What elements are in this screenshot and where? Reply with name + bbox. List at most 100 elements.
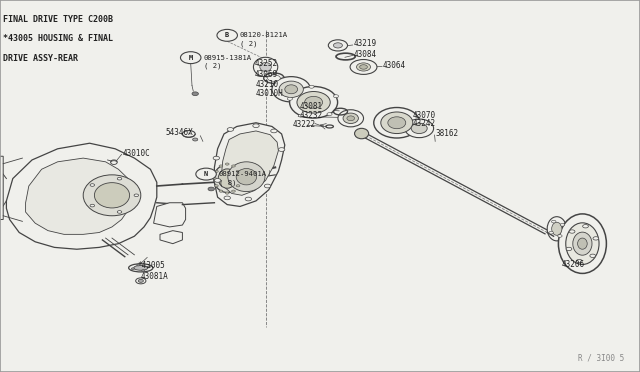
Ellipse shape bbox=[225, 163, 229, 165]
Ellipse shape bbox=[264, 184, 271, 188]
Ellipse shape bbox=[136, 278, 146, 284]
Ellipse shape bbox=[560, 224, 564, 226]
Ellipse shape bbox=[253, 57, 278, 77]
Text: N: N bbox=[204, 171, 208, 177]
Text: 43010H: 43010H bbox=[256, 89, 284, 97]
Polygon shape bbox=[6, 143, 157, 249]
Ellipse shape bbox=[285, 85, 298, 94]
Ellipse shape bbox=[193, 138, 198, 141]
Ellipse shape bbox=[147, 266, 150, 268]
Text: M: M bbox=[189, 55, 193, 61]
Text: 43081: 43081 bbox=[300, 102, 323, 111]
Ellipse shape bbox=[141, 270, 145, 272]
Ellipse shape bbox=[272, 77, 310, 102]
Ellipse shape bbox=[214, 164, 241, 193]
Ellipse shape bbox=[214, 170, 218, 173]
Ellipse shape bbox=[593, 237, 599, 240]
Ellipse shape bbox=[381, 112, 413, 134]
Ellipse shape bbox=[95, 183, 129, 208]
Text: 43069: 43069 bbox=[255, 70, 278, 79]
Ellipse shape bbox=[214, 185, 218, 187]
Ellipse shape bbox=[134, 194, 139, 196]
Ellipse shape bbox=[590, 254, 596, 257]
Ellipse shape bbox=[213, 156, 220, 160]
Ellipse shape bbox=[309, 85, 314, 88]
Ellipse shape bbox=[343, 113, 358, 124]
Ellipse shape bbox=[577, 259, 582, 263]
Ellipse shape bbox=[219, 190, 223, 192]
Ellipse shape bbox=[405, 119, 434, 138]
Polygon shape bbox=[160, 231, 182, 244]
Polygon shape bbox=[154, 203, 186, 227]
Text: 38162: 38162 bbox=[435, 129, 458, 138]
Ellipse shape bbox=[573, 232, 592, 255]
Ellipse shape bbox=[350, 60, 377, 74]
Ellipse shape bbox=[388, 117, 406, 129]
Ellipse shape bbox=[297, 92, 330, 113]
Ellipse shape bbox=[287, 97, 292, 100]
Text: *43005 HOUSING & FINAL: *43005 HOUSING & FINAL bbox=[3, 34, 113, 43]
Text: 08120-8121A: 08120-8121A bbox=[240, 32, 288, 38]
Polygon shape bbox=[221, 131, 278, 195]
Circle shape bbox=[180, 52, 201, 64]
Circle shape bbox=[217, 29, 237, 41]
Ellipse shape bbox=[412, 123, 428, 134]
Text: FINAL DRIVE TYPE C200B: FINAL DRIVE TYPE C200B bbox=[3, 15, 113, 24]
Ellipse shape bbox=[236, 169, 257, 185]
Ellipse shape bbox=[333, 95, 339, 98]
Ellipse shape bbox=[360, 65, 367, 69]
Ellipse shape bbox=[338, 110, 364, 127]
Ellipse shape bbox=[253, 124, 259, 128]
Ellipse shape bbox=[219, 165, 223, 167]
Ellipse shape bbox=[232, 165, 236, 167]
Ellipse shape bbox=[268, 75, 280, 81]
Ellipse shape bbox=[232, 190, 236, 192]
Ellipse shape bbox=[236, 170, 240, 173]
Text: ( 2): ( 2) bbox=[240, 40, 257, 47]
Text: 43232: 43232 bbox=[300, 111, 323, 120]
Ellipse shape bbox=[278, 148, 285, 151]
Ellipse shape bbox=[327, 113, 332, 116]
Ellipse shape bbox=[228, 162, 265, 192]
Ellipse shape bbox=[245, 197, 252, 201]
Text: 43081A: 43081A bbox=[141, 272, 168, 280]
Ellipse shape bbox=[111, 160, 117, 164]
Ellipse shape bbox=[212, 177, 216, 180]
Ellipse shape bbox=[290, 86, 338, 118]
Text: 43219: 43219 bbox=[353, 39, 376, 48]
Ellipse shape bbox=[305, 96, 323, 108]
Circle shape bbox=[196, 168, 216, 180]
Text: 43010C: 43010C bbox=[123, 149, 150, 158]
Ellipse shape bbox=[227, 128, 234, 131]
Text: 43206: 43206 bbox=[562, 260, 585, 269]
Ellipse shape bbox=[138, 279, 143, 282]
Ellipse shape bbox=[225, 192, 229, 194]
Ellipse shape bbox=[90, 184, 95, 186]
Ellipse shape bbox=[547, 217, 566, 241]
Ellipse shape bbox=[355, 128, 369, 139]
Ellipse shape bbox=[566, 247, 572, 251]
Ellipse shape bbox=[328, 40, 348, 51]
Ellipse shape bbox=[552, 220, 556, 223]
Text: 43064: 43064 bbox=[383, 61, 406, 70]
Text: 08912-9401A: 08912-9401A bbox=[219, 171, 267, 177]
Ellipse shape bbox=[117, 211, 122, 213]
Ellipse shape bbox=[558, 214, 607, 273]
Text: B: B bbox=[225, 32, 229, 38]
Ellipse shape bbox=[111, 161, 117, 164]
Ellipse shape bbox=[236, 185, 240, 187]
Ellipse shape bbox=[356, 63, 371, 71]
Ellipse shape bbox=[374, 108, 420, 138]
Ellipse shape bbox=[578, 238, 588, 249]
Text: 08915-1381A: 08915-1381A bbox=[204, 55, 252, 61]
Ellipse shape bbox=[224, 196, 230, 200]
Ellipse shape bbox=[569, 230, 575, 233]
Ellipse shape bbox=[279, 81, 303, 97]
Ellipse shape bbox=[214, 179, 221, 182]
Ellipse shape bbox=[549, 231, 554, 234]
Ellipse shape bbox=[347, 116, 355, 121]
Text: 43252: 43252 bbox=[255, 60, 278, 68]
Ellipse shape bbox=[208, 187, 214, 191]
Text: 54346X: 54346X bbox=[165, 128, 193, 137]
Text: 43070: 43070 bbox=[413, 111, 436, 120]
